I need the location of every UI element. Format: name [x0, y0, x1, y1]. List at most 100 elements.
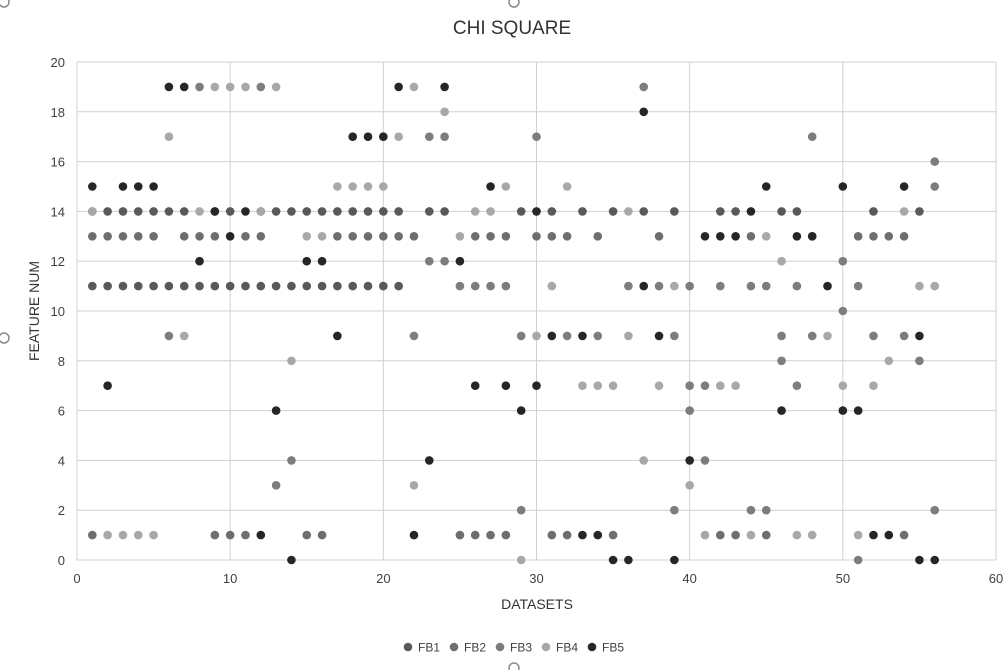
- data-point-fb5: [164, 82, 174, 92]
- data-point-fb4: [287, 356, 296, 366]
- data-point-fb2: [379, 232, 388, 241]
- data-point-fb1: [639, 207, 649, 216]
- data-point-fb4: [103, 530, 112, 540]
- data-point-fb3: [869, 331, 878, 341]
- data-point-fb3: [532, 132, 541, 141]
- data-point-fb4: [624, 331, 633, 341]
- data-point-fb5: [501, 381, 511, 391]
- data-point-fb3: [195, 82, 204, 92]
- data-point-fb1: [133, 281, 143, 291]
- x-axis-title: DATASETS: [501, 596, 573, 612]
- y-axis-title: FEATURE NUM: [26, 261, 42, 361]
- data-point-fb3: [838, 306, 848, 316]
- data-points: [88, 82, 940, 565]
- data-point-fb4: [348, 182, 358, 191]
- data-point-fb3: [685, 406, 694, 415]
- data-point-fb3: [409, 331, 419, 341]
- legend-label-fb3: FB3: [510, 641, 532, 655]
- data-point-fb5: [348, 132, 358, 141]
- data-point-fb2: [593, 232, 603, 241]
- selection-handle-left[interactable]: [0, 332, 10, 344]
- data-point-fb2: [256, 232, 266, 241]
- data-point-fb5: [225, 232, 235, 241]
- selection-handle-bottom[interactable]: [508, 662, 520, 670]
- data-point-fb4: [654, 381, 664, 391]
- selection-handle-top-left[interactable]: [0, 0, 10, 8]
- series-fb5: [88, 82, 940, 565]
- legend-marker-fb2: [449, 642, 459, 652]
- data-point-fb1: [379, 281, 388, 291]
- data-point-fb2: [608, 530, 618, 540]
- data-point-fb5: [333, 331, 342, 341]
- data-point-fb4: [302, 232, 312, 241]
- data-point-fb5: [746, 207, 756, 216]
- data-point-fb4: [670, 281, 679, 291]
- data-point-fb1: [394, 207, 403, 216]
- data-point-fb3: [685, 381, 694, 391]
- data-point-fb5: [440, 82, 449, 92]
- data-point-fb5: [149, 182, 158, 191]
- data-point-fb2: [210, 530, 220, 540]
- data-point-fb1: [394, 281, 403, 291]
- data-point-fb3: [256, 82, 266, 92]
- data-point-fb4: [547, 281, 557, 291]
- data-point-fb3: [930, 505, 940, 515]
- data-point-fb1: [716, 207, 725, 216]
- data-point-fb5: [700, 232, 710, 241]
- legend-label-fb4: FB4: [556, 641, 578, 655]
- data-point-fb2: [501, 232, 511, 241]
- data-point-fb2: [547, 530, 557, 540]
- data-point-fb5: [409, 530, 419, 540]
- data-point-fb3: [915, 356, 924, 366]
- legend-label-fb2: FB2: [464, 641, 486, 655]
- data-point-fb4: [578, 381, 587, 391]
- data-point-fb4: [532, 331, 541, 341]
- data-point-fb4: [593, 381, 603, 391]
- data-point-fb3: [639, 82, 649, 92]
- data-point-fb1: [271, 281, 281, 291]
- data-point-fb1: [670, 207, 679, 216]
- data-point-fb5: [884, 530, 894, 540]
- selection-handle-top[interactable]: [508, 0, 520, 8]
- data-point-fb1: [256, 281, 266, 291]
- data-point-fb4: [838, 381, 848, 391]
- data-point-fb2: [241, 530, 250, 540]
- y-tick-label: 14: [51, 204, 65, 219]
- data-point-fb5: [639, 107, 649, 117]
- data-point-fb3: [424, 256, 434, 266]
- data-point-fb5: [241, 207, 250, 216]
- data-point-fb2: [149, 232, 158, 241]
- data-point-fb2: [348, 232, 358, 241]
- data-point-fb3: [516, 505, 526, 515]
- data-point-fb1: [731, 207, 740, 216]
- data-point-fb4: [884, 356, 894, 366]
- axis-ticks: 0 2 4 6 8 10 12 14 16 18 20 0 10 20 30 40 50 60: [51, 55, 1004, 586]
- data-point-fb3: [930, 182, 940, 191]
- data-point-fb2: [746, 232, 756, 241]
- y-tick-label: 4: [58, 453, 65, 468]
- data-point-fb5: [578, 331, 587, 341]
- data-point-fb4: [516, 555, 526, 565]
- data-point-fb4: [777, 256, 786, 266]
- x-tick-label: 0: [73, 571, 80, 586]
- data-point-fb1: [317, 281, 327, 291]
- data-point-fb2: [501, 530, 511, 540]
- data-point-fb4: [562, 182, 572, 191]
- data-point-fb5: [869, 530, 878, 540]
- data-point-fb4: [486, 207, 495, 216]
- data-point-fb1: [379, 207, 388, 216]
- data-point-fb3: [440, 256, 449, 266]
- data-point-fb3: [624, 281, 633, 291]
- data-point-fb1: [149, 207, 158, 216]
- data-point-fb4: [501, 182, 511, 191]
- data-point-fb5: [118, 182, 128, 191]
- data-point-fb1: [88, 281, 97, 291]
- data-point-fb2: [179, 232, 189, 241]
- data-point-fb3: [470, 281, 480, 291]
- y-tick-label: 12: [51, 254, 65, 269]
- data-point-fb1: [777, 207, 786, 216]
- data-point-fb1: [225, 207, 235, 216]
- series-fb3: [164, 82, 940, 565]
- data-point-fb5: [930, 555, 940, 565]
